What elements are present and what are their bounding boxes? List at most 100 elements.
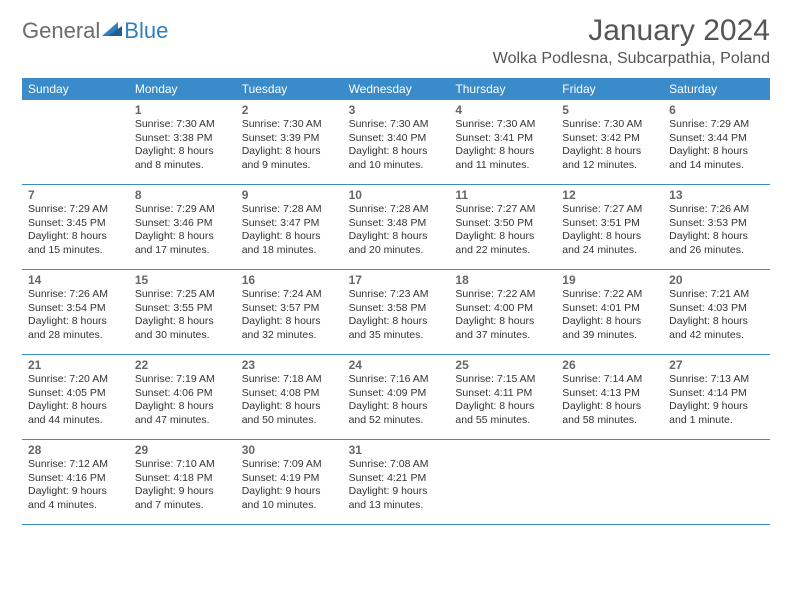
day-detail-line: Sunrise: 7:24 AM bbox=[242, 288, 337, 302]
day-detail-line: Sunset: 3:48 PM bbox=[349, 217, 444, 231]
day-detail-line: Sunset: 3:44 PM bbox=[669, 132, 764, 146]
day-detail-line: Daylight: 8 hours bbox=[349, 400, 444, 414]
day-number: 28 bbox=[28, 443, 123, 457]
day-cell: 2Sunrise: 7:30 AMSunset: 3:39 PMDaylight… bbox=[236, 100, 343, 184]
day-detail-line: Sunset: 4:09 PM bbox=[349, 387, 444, 401]
week-row: 1Sunrise: 7:30 AMSunset: 3:38 PMDaylight… bbox=[22, 100, 770, 185]
day-detail-line: Sunset: 3:41 PM bbox=[455, 132, 550, 146]
day-detail-line: Daylight: 8 hours bbox=[349, 315, 444, 329]
day-cell: 19Sunrise: 7:22 AMSunset: 4:01 PMDayligh… bbox=[556, 270, 663, 354]
day-detail-line: and 42 minutes. bbox=[669, 329, 764, 343]
day-number: 17 bbox=[349, 273, 444, 287]
day-detail-line: Sunset: 3:51 PM bbox=[562, 217, 657, 231]
day-detail-line: Sunrise: 7:08 AM bbox=[349, 458, 444, 472]
day-detail-line: Daylight: 9 hours bbox=[242, 485, 337, 499]
location-text: Wolka Podlesna, Subcarpathia, Poland bbox=[493, 50, 770, 68]
day-detail-line: and 58 minutes. bbox=[562, 414, 657, 428]
day-detail-line: and 1 minute. bbox=[669, 414, 764, 428]
day-cell bbox=[556, 440, 663, 524]
calendar: SundayMondayTuesdayWednesdayThursdayFrid… bbox=[22, 78, 770, 525]
day-detail-line: Daylight: 8 hours bbox=[28, 315, 123, 329]
day-detail-line: Sunrise: 7:09 AM bbox=[242, 458, 337, 472]
weekday-cell: Tuesday bbox=[236, 78, 343, 100]
day-cell: 6Sunrise: 7:29 AMSunset: 3:44 PMDaylight… bbox=[663, 100, 770, 184]
day-cell bbox=[663, 440, 770, 524]
day-cell: 21Sunrise: 7:20 AMSunset: 4:05 PMDayligh… bbox=[22, 355, 129, 439]
day-number: 26 bbox=[562, 358, 657, 372]
day-cell bbox=[449, 440, 556, 524]
day-number: 7 bbox=[28, 188, 123, 202]
day-detail-line: Sunset: 3:40 PM bbox=[349, 132, 444, 146]
day-detail-line: Sunrise: 7:26 AM bbox=[669, 203, 764, 217]
day-detail-line: and 37 minutes. bbox=[455, 329, 550, 343]
header: General Blue January 2024 Wolka Podlesna… bbox=[22, 14, 770, 68]
day-cell: 29Sunrise: 7:10 AMSunset: 4:18 PMDayligh… bbox=[129, 440, 236, 524]
day-detail-line: and 7 minutes. bbox=[135, 499, 230, 513]
day-detail-line: Sunrise: 7:16 AM bbox=[349, 373, 444, 387]
day-detail-line: Sunrise: 7:30 AM bbox=[455, 118, 550, 132]
day-detail-line: Sunset: 4:18 PM bbox=[135, 472, 230, 486]
day-detail-line: and 15 minutes. bbox=[28, 244, 123, 258]
day-detail-line: Daylight: 8 hours bbox=[28, 230, 123, 244]
day-number: 5 bbox=[562, 103, 657, 117]
day-detail-line: Sunset: 4:00 PM bbox=[455, 302, 550, 316]
day-detail-line: Sunrise: 7:28 AM bbox=[349, 203, 444, 217]
day-detail-line: Sunrise: 7:25 AM bbox=[135, 288, 230, 302]
day-detail-line: and 9 minutes. bbox=[242, 159, 337, 173]
day-detail-line: Sunset: 3:38 PM bbox=[135, 132, 230, 146]
day-detail-line: and 13 minutes. bbox=[349, 499, 444, 513]
day-number: 19 bbox=[562, 273, 657, 287]
title-block: January 2024 Wolka Podlesna, Subcarpathi… bbox=[493, 14, 770, 68]
week-row: 7Sunrise: 7:29 AMSunset: 3:45 PMDaylight… bbox=[22, 185, 770, 270]
day-number: 8 bbox=[135, 188, 230, 202]
day-detail-line: Sunset: 3:42 PM bbox=[562, 132, 657, 146]
week-row: 21Sunrise: 7:20 AMSunset: 4:05 PMDayligh… bbox=[22, 355, 770, 440]
day-number: 30 bbox=[242, 443, 337, 457]
day-detail-line: Daylight: 9 hours bbox=[349, 485, 444, 499]
day-number: 21 bbox=[28, 358, 123, 372]
day-detail-line: and 8 minutes. bbox=[135, 159, 230, 173]
day-detail-line: Daylight: 8 hours bbox=[455, 145, 550, 159]
day-detail-line: Daylight: 8 hours bbox=[135, 230, 230, 244]
day-number: 20 bbox=[669, 273, 764, 287]
day-detail-line: Sunset: 3:46 PM bbox=[135, 217, 230, 231]
day-cell: 11Sunrise: 7:27 AMSunset: 3:50 PMDayligh… bbox=[449, 185, 556, 269]
day-detail-line: Daylight: 8 hours bbox=[349, 230, 444, 244]
day-detail-line: Sunrise: 7:23 AM bbox=[349, 288, 444, 302]
day-detail-line: Sunrise: 7:15 AM bbox=[455, 373, 550, 387]
day-detail-line: and 20 minutes. bbox=[349, 244, 444, 258]
day-detail-line: Daylight: 8 hours bbox=[669, 315, 764, 329]
day-detail-line: Sunset: 4:13 PM bbox=[562, 387, 657, 401]
day-detail-line: and 26 minutes. bbox=[669, 244, 764, 258]
day-number: 3 bbox=[349, 103, 444, 117]
day-number: 25 bbox=[455, 358, 550, 372]
day-detail-line: and 47 minutes. bbox=[135, 414, 230, 428]
day-detail-line: Sunset: 4:11 PM bbox=[455, 387, 550, 401]
day-detail-line: Sunset: 3:47 PM bbox=[242, 217, 337, 231]
day-cell: 25Sunrise: 7:15 AMSunset: 4:11 PMDayligh… bbox=[449, 355, 556, 439]
day-detail-line: and 39 minutes. bbox=[562, 329, 657, 343]
day-cell: 23Sunrise: 7:18 AMSunset: 4:08 PMDayligh… bbox=[236, 355, 343, 439]
day-detail-line: Sunrise: 7:21 AM bbox=[669, 288, 764, 302]
day-detail-line: Sunrise: 7:28 AM bbox=[242, 203, 337, 217]
day-detail-line: Daylight: 8 hours bbox=[455, 230, 550, 244]
day-detail-line: and 35 minutes. bbox=[349, 329, 444, 343]
day-detail-line: Sunrise: 7:22 AM bbox=[455, 288, 550, 302]
day-detail-line: Sunrise: 7:26 AM bbox=[28, 288, 123, 302]
day-cell: 24Sunrise: 7:16 AMSunset: 4:09 PMDayligh… bbox=[343, 355, 450, 439]
day-number: 15 bbox=[135, 273, 230, 287]
logo: General Blue bbox=[22, 14, 168, 44]
day-detail-line: Daylight: 8 hours bbox=[28, 400, 123, 414]
day-cell: 18Sunrise: 7:22 AMSunset: 4:00 PMDayligh… bbox=[449, 270, 556, 354]
day-detail-line: Sunrise: 7:30 AM bbox=[349, 118, 444, 132]
weekday-cell: Saturday bbox=[663, 78, 770, 100]
day-detail-line: Sunrise: 7:13 AM bbox=[669, 373, 764, 387]
day-detail-line: Sunrise: 7:27 AM bbox=[455, 203, 550, 217]
week-row: 28Sunrise: 7:12 AMSunset: 4:16 PMDayligh… bbox=[22, 440, 770, 525]
day-detail-line: and 28 minutes. bbox=[28, 329, 123, 343]
day-detail-line: Sunrise: 7:29 AM bbox=[28, 203, 123, 217]
day-cell: 1Sunrise: 7:30 AMSunset: 3:38 PMDaylight… bbox=[129, 100, 236, 184]
day-detail-line: Sunset: 3:58 PM bbox=[349, 302, 444, 316]
day-number: 11 bbox=[455, 188, 550, 202]
day-detail-line: Sunrise: 7:12 AM bbox=[28, 458, 123, 472]
